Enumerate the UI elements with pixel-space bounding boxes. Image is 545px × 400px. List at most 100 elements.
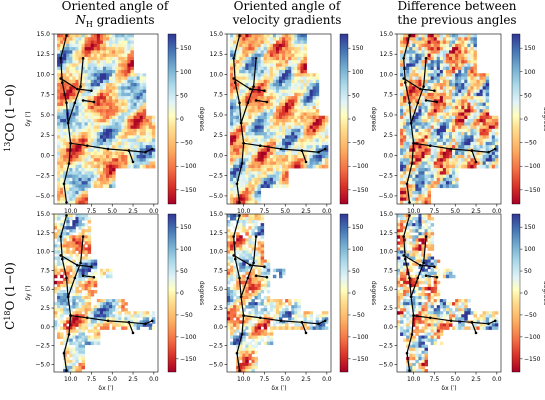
heatmap-cell [54, 232, 58, 236]
heatmap-cell [254, 161, 258, 166]
heatmap-cell [72, 43, 76, 48]
heatmap-cell [415, 148, 419, 153]
heatmap-cell [142, 145, 147, 149]
heatmap-cell [81, 109, 85, 113]
heatmap-cell [81, 47, 85, 51]
heatmap-cell [239, 128, 243, 133]
heatmap-cell [242, 69, 246, 74]
heatmap-cell [445, 164, 450, 169]
heatmap-cell [69, 177, 73, 182]
heatmap-cell [421, 132, 425, 136]
heatmap-cell [242, 86, 246, 90]
heatmap-cell [106, 177, 110, 182]
heatmap-cell [279, 138, 283, 143]
heatmap-cell [242, 109, 246, 113]
heatmap-cell [321, 132, 326, 136]
heatmap-cell [251, 164, 255, 169]
heatmap-cell [455, 177, 459, 182]
colorbar-tick-label: −100 [180, 163, 197, 170]
heatmap-cell [242, 125, 246, 130]
heatmap-cell [66, 132, 70, 136]
heatmap-cell [473, 151, 477, 156]
heatmap-cell [491, 135, 496, 140]
heatmap-cell [494, 141, 499, 146]
heatmap-cell [115, 125, 119, 130]
heatmap-cell [488, 164, 493, 169]
heatmap-cell [254, 125, 258, 130]
heatmap-cell [239, 53, 243, 58]
heatmap-cell [470, 47, 474, 51]
heatmap-cell [81, 79, 85, 84]
heatmap-cell [54, 214, 58, 218]
heatmap-cell [242, 96, 246, 100]
heatmap-cell [130, 317, 134, 321]
heatmap-cell [75, 66, 79, 71]
heatmap-cell [421, 177, 425, 182]
heatmap-cell [102, 174, 107, 179]
heatmap-cell [436, 86, 441, 90]
heatmap-cell [72, 76, 76, 81]
heatmap-cell [248, 181, 252, 185]
heatmap-cell [442, 37, 447, 41]
heatmap-cell [452, 177, 456, 182]
heatmap-cell [309, 135, 314, 140]
heatmap-cell [306, 115, 310, 120]
heatmap-cell [272, 135, 277, 140]
heatmap-cell [102, 135, 107, 140]
heatmap-cell [230, 47, 234, 51]
heatmap-cell [90, 40, 95, 45]
heatmap-cell [109, 305, 113, 309]
heatmap-cell [452, 86, 456, 90]
heatmap-cell [452, 181, 456, 185]
heatmap-cell [57, 138, 61, 143]
heatmap-cell [121, 63, 125, 68]
heatmap-cell [93, 338, 98, 343]
heatmap-cell [263, 50, 268, 55]
heatmap-cell [442, 76, 447, 81]
heatmap-cell [449, 132, 453, 136]
heatmap-cell [470, 161, 474, 166]
heatmap-cell [93, 115, 98, 120]
heatmap-cell [136, 128, 141, 133]
heatmap-cell [291, 109, 295, 113]
heatmap-cell [57, 289, 61, 294]
heatmap-cell [257, 66, 262, 71]
heatmap-cell [424, 145, 428, 149]
heatmap-cell [482, 161, 487, 166]
heatmap-cell [69, 323, 73, 327]
heatmap-cell [257, 96, 262, 100]
heatmap-cell [139, 314, 144, 318]
heatmap-cell [84, 89, 89, 94]
heatmap-cell [106, 56, 110, 61]
heatmap-cell [479, 135, 484, 140]
heatmap-cell [102, 299, 107, 303]
heatmap-cell [69, 341, 73, 346]
heatmap-cell [127, 115, 131, 120]
skeleton-line [471, 150, 477, 163]
heatmap-cell [239, 174, 243, 179]
heatmap-cell [470, 86, 474, 90]
heatmap-cell [485, 86, 490, 90]
heatmap-cell [272, 40, 277, 45]
heatmap-cell [291, 56, 295, 61]
heatmap-cell [96, 338, 101, 343]
heatmap-cell [81, 53, 85, 58]
heatmap-cell [90, 259, 95, 264]
heatmap-cell [121, 119, 125, 123]
heatmap-cell [449, 43, 453, 48]
heatmap-cell [449, 76, 453, 81]
heatmap-cell [415, 40, 419, 45]
heatmap-cell [433, 63, 438, 68]
heatmap-cell [90, 323, 95, 327]
heatmap-cell [127, 50, 131, 55]
heatmap-cell [230, 86, 234, 90]
heatmap-cell [63, 138, 67, 143]
heatmap-cell [239, 99, 243, 104]
heatmap-cell [87, 314, 92, 318]
heatmap-cell [96, 299, 101, 303]
heatmap-cell [482, 148, 487, 153]
x-tick-label: 7.5 [87, 208, 97, 215]
heatmap-cell [470, 63, 474, 68]
heatmap-cell [400, 187, 404, 192]
heatmap-cell [239, 34, 243, 38]
